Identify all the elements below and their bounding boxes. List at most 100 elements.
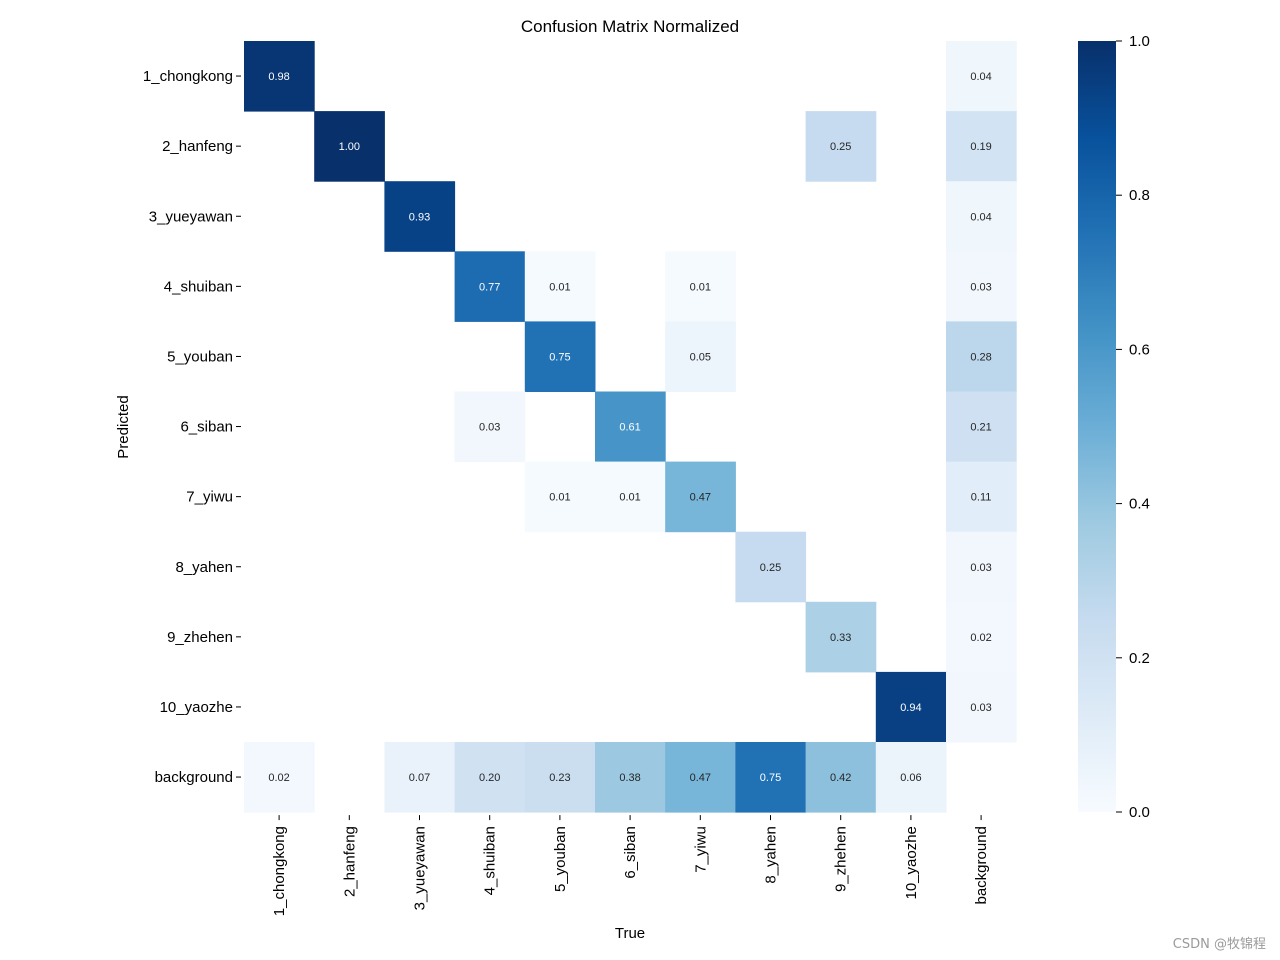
cell-value-label: 0.03 [970,702,991,714]
cell-value-label: 0.33 [830,632,851,644]
x-axis-label: True [615,925,645,942]
x-tick-label: 9_zhehen [833,826,850,892]
heatmap-cell [805,111,877,182]
cell-value-label: 0.02 [268,772,289,784]
y-tick-label: 2_hanfeng [162,138,233,155]
heatmap-cell [665,251,736,322]
cell-value-label: 0.25 [760,562,781,574]
heatmap-cell [595,461,666,533]
colorbar-tick-label: 0.2 [1129,650,1150,667]
y-tick-label: 4_shuiban [164,278,233,295]
heatmap-cell [384,181,456,252]
cell-value-label: 0.07 [409,772,430,784]
y-axis-ticks: 1_chongkong 2_hanfeng 3_yueyawan 4_shuiban 5… [143,68,241,786]
heatmap-cell [946,391,1017,463]
cell-value-label: 0.42 [830,772,851,784]
x-axis-ticks: 1_chongkong 2_hanfeng 3_yueyawan 4_shuiban 5… [271,815,990,916]
heatmap-cell [244,41,315,112]
cell-value-label: 0.98 [268,71,289,83]
colorbar [1078,41,1116,812]
cell-value-label: 0.23 [549,772,570,784]
colorbar-ticks: 0.0 0.2 0.4 0.6 0.8 1.0 [1116,33,1150,821]
y-tick-label: background [155,769,233,786]
heatmap-cells: 0.98 0.04 1.00 0.25 0.19 0.93 0.04 0.77 0.01 0.01… [244,41,1017,813]
heatmap-cell [946,461,1017,533]
heatmap-cell [595,391,666,463]
cell-value-label: 0.03 [970,281,991,293]
x-tick-label: 10_yaozhe [903,826,920,899]
colorbar-tick-label: 0.4 [1129,496,1150,513]
y-tick-label: 6_siban [180,419,233,436]
cell-value-label: 0.20 [479,772,500,784]
heatmap-cell [735,531,807,603]
cell-value-label: 0.04 [970,211,991,223]
heatmap-cell [875,742,947,813]
cell-value-label: 0.38 [619,772,640,784]
heatmap-cell [946,181,1017,252]
x-tick-label: 1_chongkong [271,826,288,916]
heatmap-cell [665,742,736,813]
y-tick-label: 10_yaozhe [160,699,233,716]
cell-value-label: 0.05 [690,351,711,363]
cell-value-label: 0.01 [690,281,711,293]
y-tick-label: 9_zhehen [167,629,233,646]
cell-value-label: 0.03 [970,562,991,574]
heatmap-cell [665,461,736,533]
heatmap-cell [454,391,526,463]
heatmap-cell [805,742,877,813]
cell-value-label: 0.94 [900,702,921,714]
cell-value-label: 0.04 [970,71,991,83]
x-tick-label: 2_hanfeng [341,826,358,897]
watermark: CSDN @牧锦程 [1172,937,1266,952]
x-tick-label: 3_yueyawan [412,826,429,910]
cell-value-label: 0.47 [690,492,711,504]
cell-value-label: 0.01 [549,281,570,293]
cell-value-label: 0.75 [760,772,781,784]
x-tick-label: 4_shuiban [482,826,499,895]
heatmap-cell [595,742,666,813]
cell-value-label: 0.01 [619,492,640,504]
y-tick-label: 5_youban [167,348,233,365]
heatmap-cell [875,671,947,743]
x-tick-label: 6_siban [622,826,639,879]
cell-value-label: 0.11 [971,492,992,504]
chart-title: Confusion Matrix Normalized [521,17,739,36]
y-tick-label: 3_yueyawan [149,208,233,225]
cell-value-label: 0.47 [690,772,711,784]
cell-value-label: 1.00 [339,141,360,153]
x-tick-label: background [973,826,990,904]
cell-value-label: 0.01 [549,492,570,504]
heatmap-cell [946,531,1017,603]
y-tick-label: 1_chongkong [143,68,233,85]
heatmap-cell [244,742,315,813]
heatmap-cell [946,671,1017,743]
cell-value-label: 0.06 [900,772,921,784]
heatmap-cell [454,742,526,813]
cell-value-label: 0.75 [549,351,570,363]
heatmap-cell [946,41,1017,112]
cell-value-label: 0.61 [619,422,640,434]
heatmap-cell [524,742,596,813]
heatmap-cell [524,251,596,322]
heatmap-cell [314,111,385,182]
cell-value-label: 0.77 [479,281,500,293]
heatmap-cell [946,321,1017,392]
y-tick-label: 7_yiwu [186,489,233,506]
heatmap-cell [524,461,596,533]
cell-value-label: 0.28 [970,351,991,363]
x-tick-label: 8_yahen [763,826,780,884]
heatmap-cell [946,601,1017,673]
colorbar-tick-label: 0.6 [1129,341,1150,358]
colorbar-tick-label: 0.0 [1129,804,1150,821]
cell-value-label: 0.21 [970,422,991,434]
x-tick-label: 5_youban [552,826,569,892]
x-tick-label: 7_yiwu [692,826,709,873]
heatmap-cell [946,111,1017,182]
cell-value-label: 0.25 [830,141,851,153]
y-tick-label: 8_yahen [175,559,233,576]
heatmap-cell [805,601,877,673]
colorbar-tick-label: 0.8 [1129,187,1150,204]
heatmap-cell [524,321,596,392]
heatmap-cell [384,742,456,813]
